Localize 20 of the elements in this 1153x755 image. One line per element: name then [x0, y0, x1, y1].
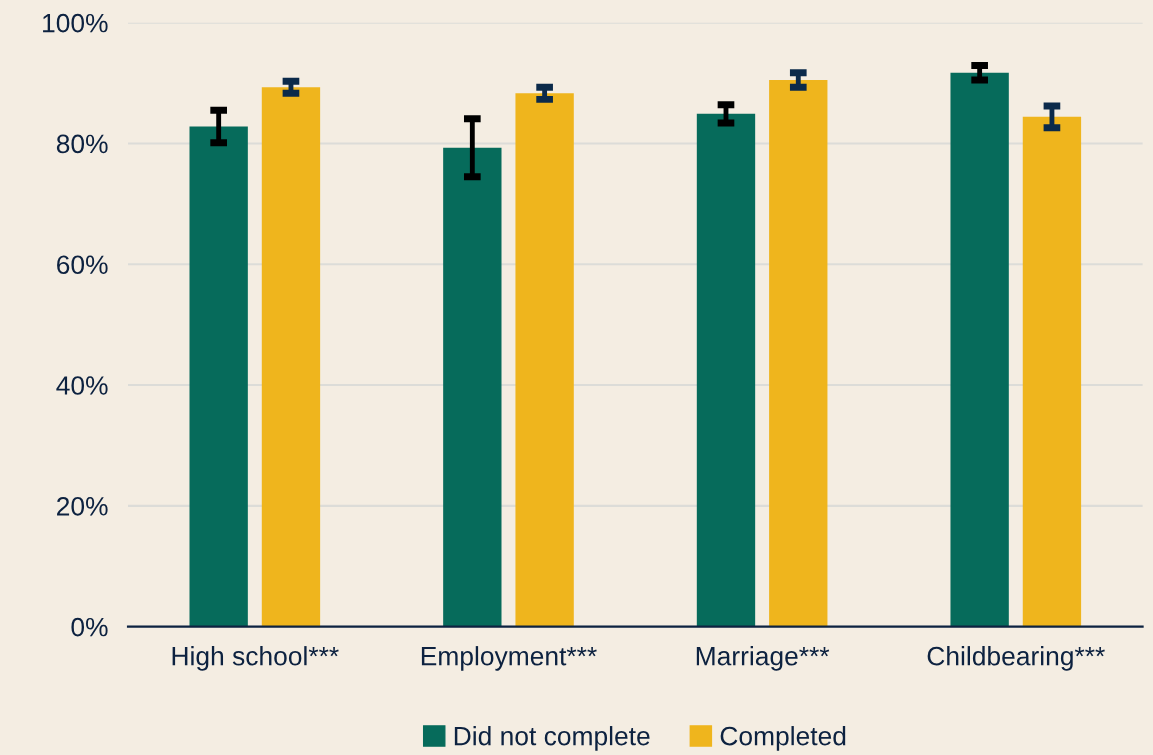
- y-tick-label: 20%: [57, 496, 108, 516]
- bar: [261, 87, 321, 627]
- y-tick-label: 60%: [57, 255, 108, 275]
- legend-label: Did not complete: [454, 726, 650, 751]
- bar: [696, 113, 756, 627]
- bar: [189, 126, 248, 627]
- bar: [443, 147, 502, 627]
- x-tick-label: Marriage***: [696, 646, 830, 671]
- x-tick-label: Employment***: [421, 646, 597, 671]
- x-tick-label: High school***: [172, 646, 339, 671]
- x-tick-label: Childbearing***: [927, 646, 1105, 671]
- bar: [515, 93, 574, 627]
- y-tick-label: 40%: [56, 376, 108, 395]
- y-tick-label: 100%: [43, 13, 108, 33]
- bar: [950, 72, 1009, 627]
- bar: [769, 80, 828, 627]
- bar: [1022, 116, 1082, 627]
- legend-label: Completed: [720, 726, 846, 751]
- y-tick-label: 80%: [56, 134, 108, 154]
- y-tick-label: 0%: [71, 617, 108, 637]
